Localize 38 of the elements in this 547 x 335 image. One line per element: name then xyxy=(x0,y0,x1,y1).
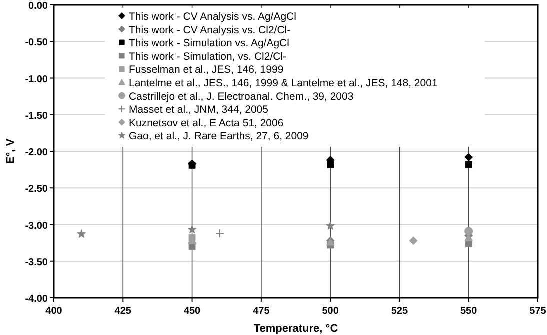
point xyxy=(188,225,197,234)
legend-label: This work - Simulation, vs. Cl2/Cl- xyxy=(129,50,288,63)
legend-label: Fusselman et al., JES, 146, 1999 xyxy=(129,64,284,76)
legend-label: Lantelme et al., JES., 146, 1999 & Lantelme et al., JES, 148, 2001 xyxy=(129,78,438,90)
y-tick-label: -1.00 xyxy=(25,74,48,86)
legend-label: Masset et al., JNM, 344, 2005 xyxy=(129,104,269,116)
x-tick-label: 450 xyxy=(184,306,202,317)
point xyxy=(409,236,418,246)
y-tick-label: -4.00 xyxy=(25,294,48,305)
legend-label: This work - Simulation vs. Ag/AgCl xyxy=(129,38,290,50)
y-tick-label: 0.00 xyxy=(28,1,48,12)
point xyxy=(326,222,336,230)
y-axis-title: E°, V xyxy=(5,138,17,164)
point xyxy=(465,161,472,168)
x-tick-label: 425 xyxy=(114,306,132,317)
y-tick-label: -0.50 xyxy=(25,38,48,49)
legend-label: Castrillejo et al., J. Electroanal. Chem., 39, 2003 xyxy=(129,90,354,103)
point xyxy=(327,161,334,168)
point xyxy=(215,229,224,238)
legend-label: Gao, et al., J. Rare Earths, 27, 6, 2009 xyxy=(129,130,309,143)
legend-label: Kuznetsov et al., E Acta 51, 2006 xyxy=(129,117,284,130)
legend-label: This work - CV Analysis vs. Ag/AgCl xyxy=(129,11,296,23)
x-tick-label: 550 xyxy=(460,306,478,317)
x-tick-label: 475 xyxy=(253,306,270,317)
point xyxy=(464,227,474,236)
y-tick-label: -2.50 xyxy=(25,184,48,196)
legend-label: This work - CV Analysis vs. Cl2/Cl- xyxy=(129,24,292,36)
point xyxy=(77,230,86,238)
x-tick-label: 575 xyxy=(530,306,547,317)
y-tick-label: -3.00 xyxy=(25,220,48,232)
x-tick-label: 500 xyxy=(322,306,340,317)
x-tick-label: 400 xyxy=(46,306,63,317)
y-tick-label: -3.50 xyxy=(25,257,48,268)
point xyxy=(464,153,474,162)
x-axis-title: Temperature, °C xyxy=(254,323,338,335)
x-tick-label: 525 xyxy=(391,306,408,317)
y-tick-label: -2.00 xyxy=(25,148,48,158)
y-tick-label: -1.50 xyxy=(25,110,48,122)
